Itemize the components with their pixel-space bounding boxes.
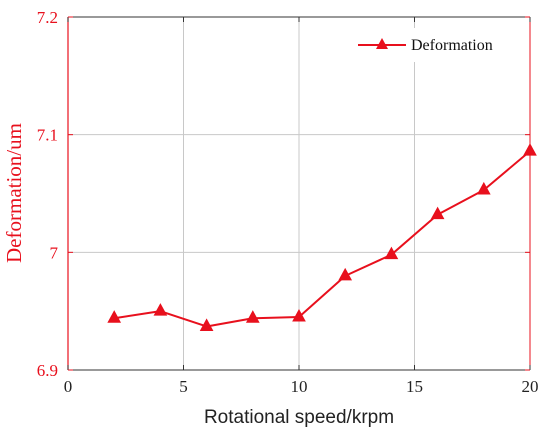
plot-area: 0 5 10 15 20 6.9 7 7.1 7.2 [37,8,539,396]
data-point-triangle [430,206,445,220]
data-point-triangle [338,267,353,281]
x-tick-label: 0 [64,377,73,396]
data-point-triangle [476,181,491,195]
y-tick-label: 6.9 [37,361,58,380]
data-point-triangle [107,310,122,323]
y-tick-label: 7.2 [37,8,58,27]
data-point-triangle [199,318,214,331]
legend-triangle-marker [376,38,388,49]
series-group [107,143,537,331]
x-tick-label: 15 [406,377,423,396]
data-point-triangle [245,310,260,323]
legend-label: Deformation [411,37,493,54]
x-axis-label: Rotational speed/krpm [204,407,394,428]
x-tick-label: 10 [291,377,308,396]
x-tick-label: 20 [522,377,539,396]
data-point-triangle [153,303,168,316]
ticks: 0 5 10 15 20 6.9 7 7.1 7.2 [37,8,539,396]
y-axis-label: Deformation/um [2,123,26,263]
data-point-triangle [292,309,306,322]
legend: Deformation [350,28,522,62]
y-tick-label: 7.1 [37,126,58,145]
data-point-triangle [523,143,537,156]
data-point-triangle [384,246,399,260]
x-tick-label: 5 [179,377,188,396]
y-tick-label: 7 [50,243,59,262]
grid [68,17,530,370]
series-line [114,150,531,328]
